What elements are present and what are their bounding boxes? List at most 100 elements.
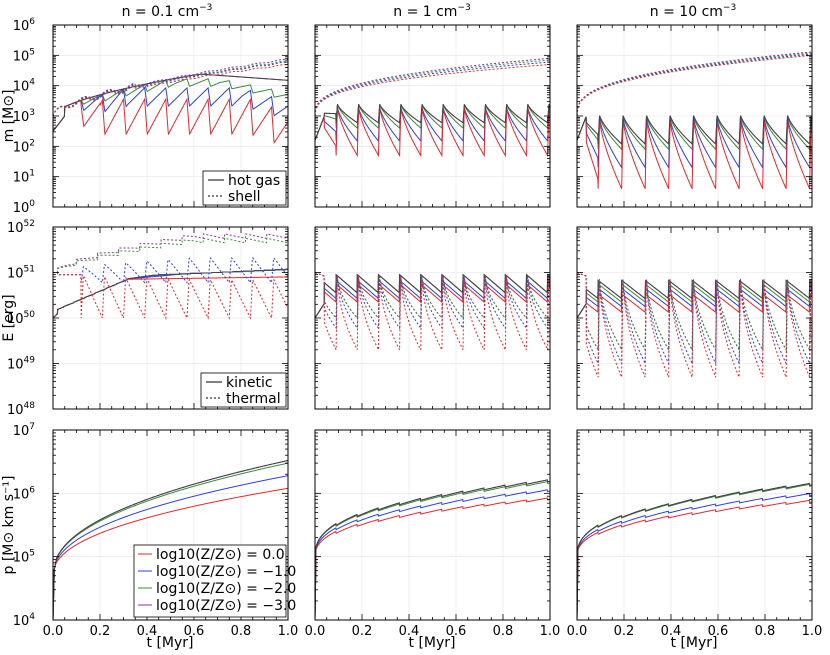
- series-momentum-p-reference-panel-2: [314, 479, 551, 621]
- x-axis-label-2: t [Myr]: [409, 635, 456, 651]
- legend-mass: hot gas shell: [202, 170, 287, 206]
- y-tick-label: 105: [13, 549, 35, 566]
- x-tick-label: 0.6: [446, 624, 467, 639]
- series-momentum-p-z1-panel-2: [314, 489, 551, 621]
- panel-energy-1: 1048 1049 1050 1051 1052: [7, 219, 289, 418]
- x-tick-label: 0.8: [755, 624, 776, 639]
- panel-frame: [314, 429, 551, 621]
- panel-momentum-2: 0.0 0.2 0.4 0.6 0.8 1.0: [305, 429, 561, 639]
- series-energy-kinetic-z1-panel-2: [314, 279, 551, 319]
- column-title-2: n = 1 cm−3: [393, 3, 470, 20]
- x-tick-label: 1.0: [802, 624, 823, 639]
- series-mass-hot-z2-panel-1: [52, 78, 289, 132]
- row-label-momentum: p [M⊙ km s⁻¹]: [1, 475, 17, 574]
- series-mass-hot-z0-panel-3: [576, 116, 813, 189]
- legend-energy: kinetic thermal: [200, 372, 287, 408]
- legend-z0-label: log10(Z/Z⊙) = 0.0: [156, 547, 285, 563]
- y-tick-label: 106: [13, 17, 36, 34]
- legend-mass-box: [202, 170, 287, 206]
- row-label-energy: E [erg]: [1, 294, 17, 341]
- legend-z1-label: log10(Z/Z⊙) = −1.0: [156, 564, 296, 580]
- series-mass-shell-z2-panel-2: [314, 59, 551, 117]
- x-tick-label: 1.0: [540, 624, 561, 639]
- x-tick-label: 0.4: [137, 624, 158, 639]
- series-mass-shell-z2-panel-1: [52, 60, 288, 117]
- series-mass-hot-z0-panel-2: [314, 107, 551, 158]
- series-momentum-p-z1-panel-3: [576, 493, 813, 621]
- y-tick-label: 1048: [7, 401, 35, 418]
- legend-z2-label: log10(Z/Z⊙) = −2.0: [156, 581, 296, 597]
- series-energy-thermal-z0-panel-2: [314, 272, 551, 351]
- series-mass-shell-z0-panel-1: [52, 64, 289, 117]
- series-energy-thermal-z3-panel-1: [53, 233, 289, 273]
- series-momentum-p-reference-panel-1: [52, 460, 289, 621]
- series-momentum-p-z1-panel-1: [52, 475, 289, 621]
- y-tick-label: 100: [13, 199, 36, 216]
- series-momentum-p-z2-panel-2: [314, 481, 551, 621]
- y-tick-label: 102: [13, 138, 35, 155]
- x-tick-label: 0.0: [305, 624, 326, 639]
- row-label-mass: m [M⊙]: [1, 90, 17, 143]
- y-tick-label: 1050: [7, 310, 35, 327]
- series-momentum-p-z2-panel-1: [52, 462, 289, 621]
- legend-thermal-label: thermal: [226, 391, 281, 407]
- series-momentum-p-z0-panel-1: [52, 487, 289, 621]
- series-mass-hot-z1-panel-1: [52, 86, 289, 132]
- x-tick-label: 0.6: [708, 624, 729, 639]
- x-tick-label: 0.0: [567, 624, 588, 639]
- series-momentum-p-z2-panel-3: [576, 483, 813, 621]
- x-tick-label: 0.8: [231, 624, 252, 639]
- series-energy-thermal-z3-panel-2: [314, 272, 551, 320]
- series-energy-thermal-z1-panel-1: [53, 256, 289, 284]
- series-energy-thermal-z0-panel-3: [576, 272, 813, 378]
- series-mass-shell-z3-panel-2: [314, 57, 551, 117]
- series-energy-kinetic-reference-panel-3: [576, 279, 813, 319]
- panel-momentum-1: 0.0 0.2 0.4 0.6 0.8 1.0 104 105 106 107: [13, 422, 299, 639]
- series-energy-thermal-z1-panel-2: [314, 272, 551, 330]
- series-mass-hot-reference-panel-2: [314, 104, 551, 141]
- series-mass-hot-z1-panel-2: [314, 107, 551, 143]
- series-mass-shell-z1-panel-1: [52, 61, 289, 117]
- x-tick-label: 0.8: [493, 624, 514, 639]
- series-energy-kinetic-z2-panel-3: [576, 282, 813, 319]
- series-momentum-p-z0-panel-2: [314, 497, 551, 621]
- series-energy-kinetic-z0-panel-2: [314, 282, 551, 319]
- panel-mass-2: [314, 24, 551, 208]
- series-energy-thermal-z2-panel-2: [314, 272, 551, 320]
- series-energy-thermal-z1-panel-3: [576, 272, 813, 364]
- series-mass-hot-z0-panel-1: [52, 97, 289, 145]
- legend-hot-gas-label: hot gas: [228, 173, 280, 189]
- series-mass-shell-z1-panel-3: [576, 53, 813, 117]
- series-energy-thermal-z2-panel-1: [53, 237, 289, 273]
- y-tick-label: 106: [13, 485, 36, 502]
- x-tick-label: 0.2: [90, 624, 111, 639]
- x-tick-label: 1.0: [278, 624, 299, 639]
- x-tick-label: 0.4: [661, 624, 682, 639]
- x-tick-label: 0.2: [614, 624, 635, 639]
- series-energy-thermal-z2-panel-3: [576, 272, 813, 352]
- x-tick-label: 0.2: [352, 624, 373, 639]
- y-tick-label: 107: [13, 422, 35, 439]
- series-energy-kinetic-reference-panel-2: [314, 273, 551, 319]
- x-axis-label-3: t [Myr]: [671, 635, 718, 651]
- series-momentum-p-z0-panel-3: [576, 499, 813, 621]
- x-tick-label: 0.0: [43, 624, 64, 639]
- series-mass-hot-z2-panel-2: [314, 104, 551, 141]
- series-mass-shell-z3-panel-1: [52, 58, 289, 117]
- y-tick-label: 104: [13, 612, 36, 629]
- x-tick-label: 0.6: [184, 624, 205, 639]
- series-energy-kinetic-z3-panel-1: [52, 268, 288, 319]
- series-momentum-p-z3-panel-2: [314, 479, 551, 621]
- series-mass-hot-reference-panel-3: [576, 115, 813, 146]
- column-title-1: n = 0.1 cm−3: [122, 3, 213, 20]
- series-mass-hot-z1-panel-3: [576, 116, 813, 170]
- series-energy-kinetic-reference-panel-1: [52, 268, 288, 319]
- y-tick-label: 1052: [7, 219, 35, 236]
- series-energy-kinetic-z2-panel-1: [52, 268, 288, 319]
- legend-metallicity: log10(Z/Z⊙) = 0.0 log10(Z/Z⊙) = −1.0 log…: [133, 544, 296, 618]
- x-tick-label: 0.4: [399, 624, 420, 639]
- series-energy-kinetic-z1-panel-1: [52, 268, 288, 319]
- series-mass-shell-z2-panel-3: [576, 52, 813, 117]
- series-momentum-p-reference-panel-3: [576, 482, 813, 621]
- series-mass-hot-z2-panel-3: [576, 116, 813, 151]
